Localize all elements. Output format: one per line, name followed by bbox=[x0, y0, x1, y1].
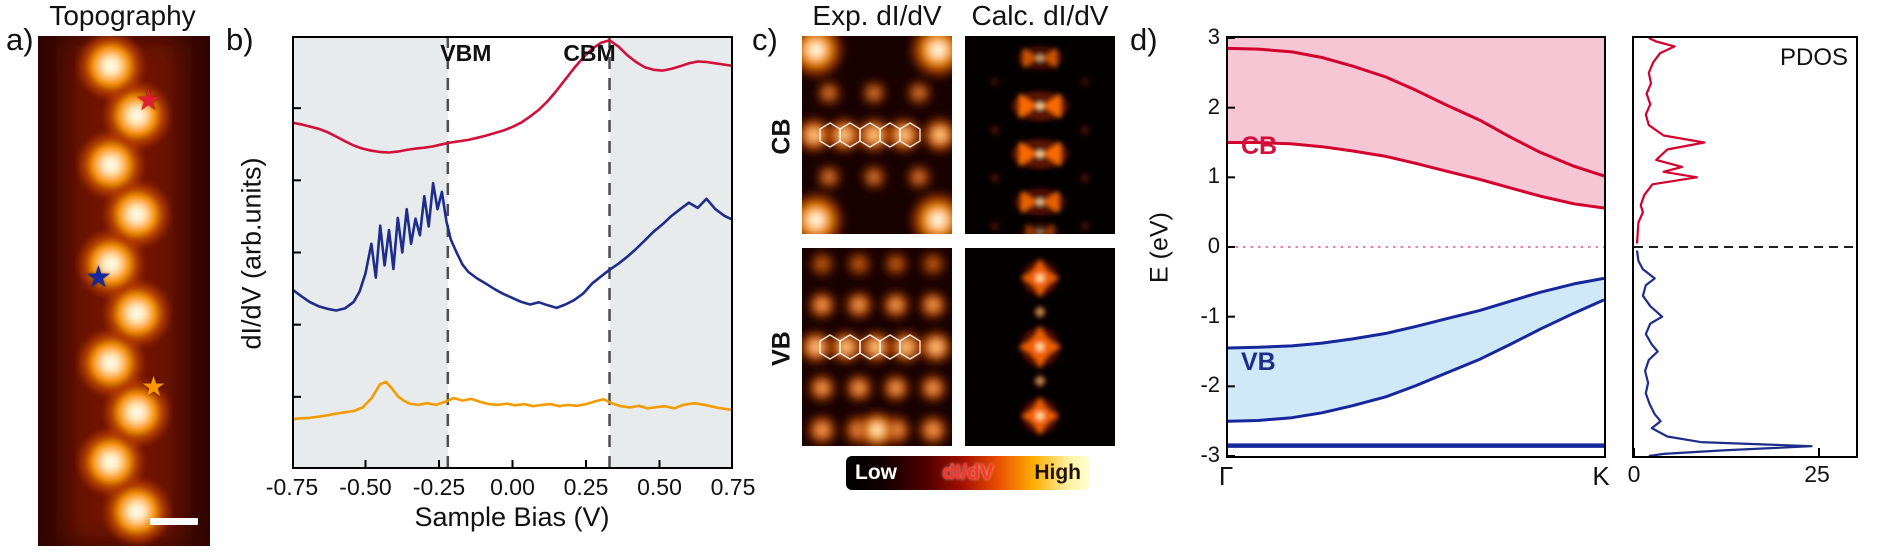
pdos-tick-25: 25 bbox=[1804, 461, 1830, 487]
topography-stm-canvas bbox=[38, 36, 210, 546]
bands-y-tick-labels: 3 2 1 0 -1 -2 -3 bbox=[1184, 24, 1222, 467]
band-structure-plot bbox=[1226, 36, 1606, 458]
topography-image: ★ ★ ★ bbox=[38, 36, 210, 546]
spectra-x-tick-label: -0.50 bbox=[339, 474, 392, 500]
k-tick-label: K bbox=[1592, 461, 1610, 491]
exp-vb-map bbox=[802, 248, 952, 446]
bands-y-tick-label: -1 bbox=[1200, 302, 1220, 328]
colorbar-didv-label: dI/dV bbox=[942, 461, 994, 484]
spectra-canvas bbox=[292, 36, 733, 469]
topography-title: Topography bbox=[49, 0, 196, 31]
exp-didv-header: Exp. dI/dV bbox=[812, 0, 942, 31]
panel-d-label: d) bbox=[1130, 22, 1158, 57]
spectra-x-tick-label: 0.75 bbox=[710, 474, 756, 500]
calc-vb-map bbox=[965, 248, 1115, 446]
spectra-x-tick-label: 0.50 bbox=[637, 474, 682, 500]
spectra-x-tick-label: -0.75 bbox=[265, 474, 319, 500]
exp-cb-map bbox=[802, 36, 952, 234]
spectra-x-tick-label: 0.00 bbox=[490, 474, 535, 500]
spectra-y-axis-label: dI/dV (arb.units) bbox=[236, 157, 267, 350]
bands-y-tick-label: 3 bbox=[1207, 24, 1220, 49]
bands-y-tick-label: 2 bbox=[1207, 93, 1220, 119]
bands-y-tick-label: 1 bbox=[1207, 163, 1220, 189]
pdos-tick-0: 0 bbox=[1627, 461, 1641, 487]
pdos-plot bbox=[1632, 36, 1858, 458]
gamma-tick-label: Γ bbox=[1218, 461, 1234, 491]
bands-y-tick-label: 0 bbox=[1207, 233, 1220, 258]
colorbar-high-label: High bbox=[1034, 461, 1081, 484]
spectra-x-tick-label: 0.25 bbox=[563, 474, 609, 500]
vb-band-label: VB bbox=[1241, 348, 1276, 376]
panel-b-label: b) bbox=[226, 22, 254, 57]
spectra-x-tick-label: -0.25 bbox=[412, 474, 466, 500]
spectra-x-tick-labels: -0.75 -0.50 -0.25 0.00 0.25 0.50 0.75 bbox=[266, 474, 756, 500]
vb-row-label: VB bbox=[767, 331, 796, 366]
cbm-annotation: CBM bbox=[563, 40, 616, 66]
vbm-annotation: VBM bbox=[440, 40, 492, 66]
star-icon-orange: ★ bbox=[141, 371, 167, 402]
bands-y-axis-label: E (eV) bbox=[1145, 212, 1174, 283]
star-icon-red: ★ bbox=[135, 84, 162, 117]
pdos-title: PDOS bbox=[1779, 44, 1848, 71]
cb-band-label: CB bbox=[1241, 132, 1278, 160]
colorbar-low-label: Low bbox=[855, 461, 897, 484]
pdos-canvas bbox=[1634, 38, 1856, 456]
panel-a-label: a) bbox=[6, 22, 34, 57]
spectra-x-axis-label: Sample Bias (V) bbox=[414, 502, 610, 532]
band-structure-canvas bbox=[1228, 38, 1604, 456]
bands-y-tick-label: -2 bbox=[1200, 372, 1220, 398]
didv-colorbar: Low dI/dV High bbox=[846, 456, 1090, 490]
cb-row-label: CB bbox=[767, 118, 796, 155]
spectra-plot bbox=[292, 36, 733, 469]
calc-didv-header: Calc. dI/dV bbox=[971, 0, 1109, 31]
star-icon-blue: ★ bbox=[85, 261, 112, 294]
bands-y-tick-label: -3 bbox=[1200, 442, 1220, 467]
scale-bar bbox=[150, 518, 198, 525]
panel-c-label: c) bbox=[752, 22, 778, 57]
calc-cb-map bbox=[965, 36, 1115, 234]
